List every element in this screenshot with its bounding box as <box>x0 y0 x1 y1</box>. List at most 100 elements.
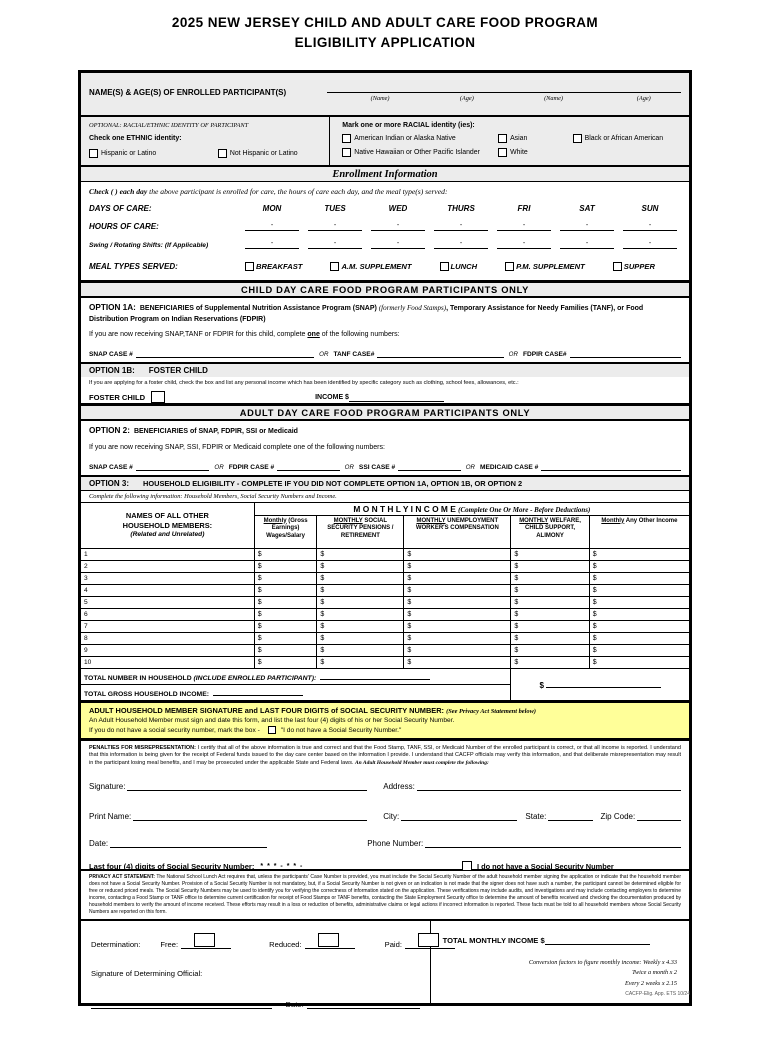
meal-checkbox[interactable] <box>245 262 254 271</box>
income-cell[interactable]: $ <box>588 595 689 609</box>
income-cell[interactable]: $ <box>510 631 590 645</box>
income-cell[interactable]: $ <box>588 583 689 597</box>
member-name-cell[interactable]: 8 <box>81 631 255 645</box>
foster-income-input[interactable] <box>348 393 444 402</box>
member-name-cell[interactable]: 5 <box>81 595 255 609</box>
income-cell[interactable]: $ <box>253 619 318 633</box>
snap-case-input[interactable] <box>135 349 315 358</box>
income-cell[interactable]: $ <box>316 571 405 585</box>
income-cell[interactable]: $ <box>403 643 512 657</box>
hours-input[interactable]: - <box>308 221 362 231</box>
checkbox-not-hispanic[interactable] <box>217 149 227 158</box>
income-cell[interactable]: $ <box>510 571 590 585</box>
income-cell[interactable]: $ <box>253 607 318 621</box>
income-cell[interactable]: $ <box>253 595 318 609</box>
income-cell[interactable]: $ <box>316 559 405 573</box>
member-name-cell[interactable]: 7 <box>81 619 255 633</box>
total-monthly-income-input[interactable] <box>544 936 650 945</box>
income-cell[interactable]: $ <box>253 643 318 657</box>
medicaid-case-input[interactable] <box>541 462 681 471</box>
name-age-input-line[interactable] <box>327 92 681 93</box>
address-input[interactable] <box>416 782 681 792</box>
date-input[interactable] <box>110 839 267 849</box>
shift-input[interactable]: - <box>623 239 677 249</box>
income-cell[interactable]: $ <box>588 571 689 585</box>
income-cell[interactable]: $ <box>403 571 512 585</box>
income-cell[interactable]: $ <box>253 631 318 645</box>
income-cell[interactable]: $ <box>403 655 512 669</box>
income-cell[interactable]: $ <box>588 559 689 573</box>
hours-input[interactable]: - <box>371 221 425 231</box>
income-cell[interactable]: $ <box>403 559 512 573</box>
member-name-cell[interactable]: 6 <box>81 607 255 621</box>
member-name-cell[interactable]: 3 <box>81 571 255 585</box>
no-ssn-checkbox[interactable] <box>461 861 472 872</box>
income-cell[interactable]: $ <box>588 619 689 633</box>
checkbox-native-hawaiian[interactable] <box>342 148 352 157</box>
total-household-input[interactable] <box>320 671 431 680</box>
income-cell[interactable]: $ <box>510 583 590 597</box>
income-cell[interactable]: $ <box>510 547 590 561</box>
member-name-cell[interactable]: 2 <box>81 559 255 573</box>
shift-input[interactable]: - <box>560 239 614 249</box>
income-cell[interactable]: $ <box>253 559 318 573</box>
shift-input[interactable]: - <box>497 239 551 249</box>
signature-input[interactable] <box>127 782 368 792</box>
income-cell[interactable]: $ <box>510 607 590 621</box>
income-cell[interactable]: $ <box>316 655 405 669</box>
income-cell[interactable]: $ <box>316 547 405 561</box>
income-cell[interactable]: $ <box>316 607 405 621</box>
income-cell[interactable]: $ <box>588 643 689 657</box>
income-cell[interactable]: $ <box>403 619 512 633</box>
member-name-cell[interactable]: 10 <box>81 655 255 669</box>
income-cell[interactable]: $ <box>253 547 318 561</box>
no-ssn-checkbox-yellow[interactable] <box>267 725 276 734</box>
ssi-case-input[interactable] <box>398 462 461 471</box>
income-cell[interactable]: $ <box>510 595 590 609</box>
income-cell[interactable]: $ <box>403 607 512 621</box>
checkbox-american-indian[interactable] <box>342 134 352 143</box>
income-cell[interactable]: $ <box>588 655 689 669</box>
city-input[interactable] <box>401 812 518 822</box>
snap-case-input-adult[interactable] <box>135 462 210 471</box>
income-cell[interactable]: $ <box>588 547 689 561</box>
hours-input[interactable]: - <box>560 221 614 231</box>
income-cell[interactable]: $ <box>253 655 318 669</box>
shift-input[interactable]: - <box>245 239 299 249</box>
meal-checkbox[interactable] <box>612 262 622 271</box>
hours-input[interactable]: - <box>434 221 488 231</box>
total-gross-income-input[interactable] <box>213 687 303 696</box>
member-name-cell[interactable]: 1 <box>81 547 255 561</box>
phone-input[interactable] <box>425 839 681 849</box>
member-name-cell[interactable]: 9 <box>81 643 255 657</box>
meal-checkbox[interactable] <box>439 262 449 271</box>
paid-checkbox[interactable] <box>417 932 439 947</box>
shift-input[interactable]: - <box>371 239 425 249</box>
checkbox-white[interactable] <box>498 148 508 157</box>
checkbox-hispanic[interactable] <box>89 149 98 158</box>
income-cell[interactable]: $ <box>253 571 318 585</box>
tanf-case-input[interactable] <box>377 349 504 358</box>
income-cell[interactable]: $ <box>403 547 512 561</box>
income-cell[interactable]: $ <box>510 643 590 657</box>
fdpir-case-input-adult[interactable] <box>277 462 340 471</box>
income-cell[interactable]: $ <box>403 631 512 645</box>
income-cell[interactable]: $ <box>510 655 590 669</box>
checkbox-asian[interactable] <box>498 134 508 143</box>
income-cell[interactable]: $ <box>316 643 405 657</box>
income-cell[interactable]: $ <box>253 583 318 597</box>
shift-input[interactable]: - <box>308 239 362 249</box>
determining-official-signature-input[interactable] <box>91 1000 272 1009</box>
ssn-last4-input[interactable]: * * * - * * - <box>258 863 344 872</box>
determination-date-input[interactable] <box>306 1000 420 1009</box>
income-cell[interactable]: $ <box>316 631 405 645</box>
income-cell[interactable]: $ <box>510 619 590 633</box>
meal-checkbox[interactable] <box>505 262 515 271</box>
state-input[interactable] <box>548 812 593 822</box>
income-cell[interactable]: $ <box>316 595 405 609</box>
zip-input[interactable] <box>637 812 681 822</box>
income-cell[interactable]: $ <box>588 607 689 621</box>
income-cell[interactable]: $ <box>588 631 689 645</box>
total-income-input[interactable] <box>545 679 661 688</box>
fdpir-case-input[interactable] <box>569 349 681 358</box>
